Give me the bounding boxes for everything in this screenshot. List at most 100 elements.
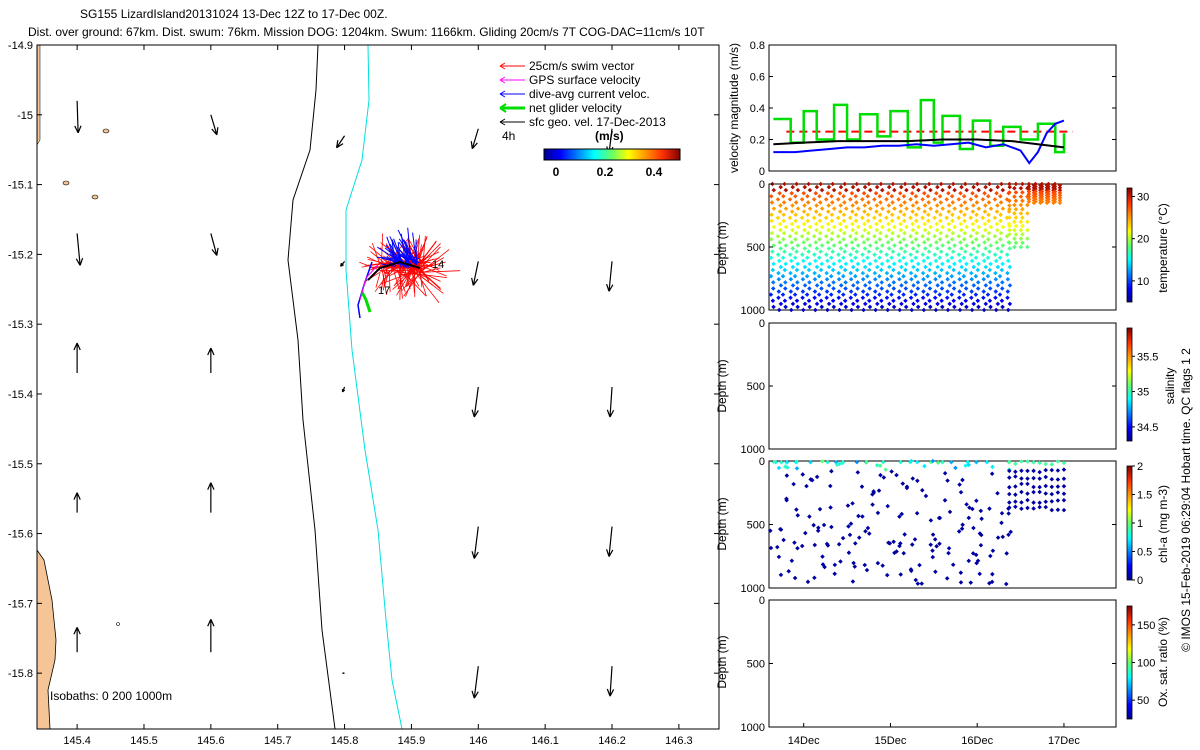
chla-point [1013, 474, 1018, 479]
chla-point [935, 460, 941, 465]
temperature-point [950, 181, 956, 187]
temperature-point [961, 273, 967, 279]
chla-point [832, 571, 837, 577]
temperature-point [910, 209, 915, 214]
chla-point [942, 470, 948, 476]
chla-point [901, 550, 906, 556]
chla-point [1031, 460, 1036, 465]
temperature-point [922, 190, 927, 196]
temperature-point [1000, 224, 1006, 230]
chla-point [928, 518, 934, 523]
chla-point [1019, 459, 1024, 464]
chla-point [1006, 511, 1011, 516]
temperature-point [974, 212, 979, 217]
temperature-point [908, 295, 914, 300]
temperature-point [788, 295, 793, 300]
temperature-point [788, 270, 793, 276]
temperature-point [1039, 181, 1045, 187]
temperature-point [898, 246, 904, 251]
temperature-point [997, 292, 1003, 297]
chla-point [820, 459, 825, 464]
temperature-point [831, 224, 837, 230]
chla-point [781, 537, 786, 543]
chla-cb-tick-label: 0.5 [1137, 547, 1152, 559]
temperature-point [923, 283, 928, 288]
temperature-point [1013, 223, 1019, 229]
chla-point [1043, 467, 1048, 473]
temperature-point [884, 295, 890, 300]
temperature-point [843, 286, 848, 291]
temperature-point [998, 212, 1003, 217]
temperature-point [800, 270, 805, 276]
geo-vector-arrow [470, 128, 479, 150]
temperature-point [920, 215, 925, 221]
map-y-tick-label: -15.4 [8, 389, 33, 401]
temperature-point [935, 301, 940, 307]
chla-point [779, 460, 784, 465]
temperature-point [920, 197, 925, 202]
temperature-point [1039, 196, 1045, 202]
track-label-17: 17 [378, 285, 390, 297]
temperature-point [923, 264, 928, 270]
salinity-colorbar [1126, 327, 1133, 442]
temperature-point [850, 227, 856, 233]
temperature-point [915, 298, 920, 304]
temperature-point [880, 206, 885, 211]
velocity-panel: 0 0.2 0.4 0.6 0.8 velocity magnitude (m/s) [727, 40, 1117, 178]
temperature-point [1012, 227, 1017, 233]
temperature-point [1046, 189, 1051, 194]
temperature-point [981, 258, 987, 264]
chla-point [878, 472, 883, 478]
temperature-point [853, 194, 858, 199]
temperature-point [946, 221, 952, 227]
temperature-point [983, 203, 988, 208]
temperature-point [831, 243, 837, 248]
swim-vector [370, 264, 386, 271]
chla-point [933, 569, 938, 574]
geo-vector-arrow [471, 666, 479, 699]
temperature-point [922, 240, 927, 245]
temperature-point [925, 273, 930, 279]
chla-point [805, 579, 811, 585]
temperature-point [980, 252, 986, 257]
chla-point [899, 511, 904, 517]
temperature-point [1012, 202, 1017, 208]
temperature-point [898, 221, 903, 227]
geo-vector-arrow [339, 260, 346, 267]
temperature-point [768, 273, 774, 279]
temperature-point [926, 200, 931, 205]
temperature-point [915, 261, 921, 267]
temperature-point [768, 292, 774, 297]
temperature-point [794, 267, 800, 273]
temperature-point [776, 270, 781, 276]
chla-point [1007, 459, 1012, 465]
temperature-point [1000, 280, 1005, 285]
temperature-point [896, 252, 901, 257]
temperature-point [807, 280, 812, 285]
temperature-point [998, 218, 1003, 224]
geo-vector-arrow [210, 233, 219, 256]
swim-vector [403, 271, 421, 297]
chla-point [974, 498, 979, 503]
oxygen-x-ticks: 14Dec 15Dec 16Dec 17Dec [788, 723, 1080, 747]
temperature-point [910, 227, 916, 233]
temperature-point [878, 249, 884, 254]
chla-cb-tick-label: 1 [1137, 518, 1143, 530]
chla-y-tick-label: 0 [759, 456, 765, 468]
temperature-point [922, 221, 927, 227]
temperature-point [891, 280, 897, 285]
temperature-point [932, 270, 938, 276]
temperature-point [928, 261, 933, 267]
geo-vector-arrow [207, 347, 215, 374]
temperature-point [874, 221, 879, 227]
temperature-point [937, 292, 942, 297]
map-colorbar-tick-0: 0 [553, 165, 560, 179]
chla-point [864, 460, 869, 465]
temperature-point [885, 289, 890, 294]
temperature-point [976, 243, 981, 248]
temperature-point [986, 200, 992, 205]
isobath-200m [287, 45, 336, 729]
chla-point [804, 483, 809, 489]
temperature-point [992, 252, 998, 257]
temperature-point [981, 307, 987, 313]
